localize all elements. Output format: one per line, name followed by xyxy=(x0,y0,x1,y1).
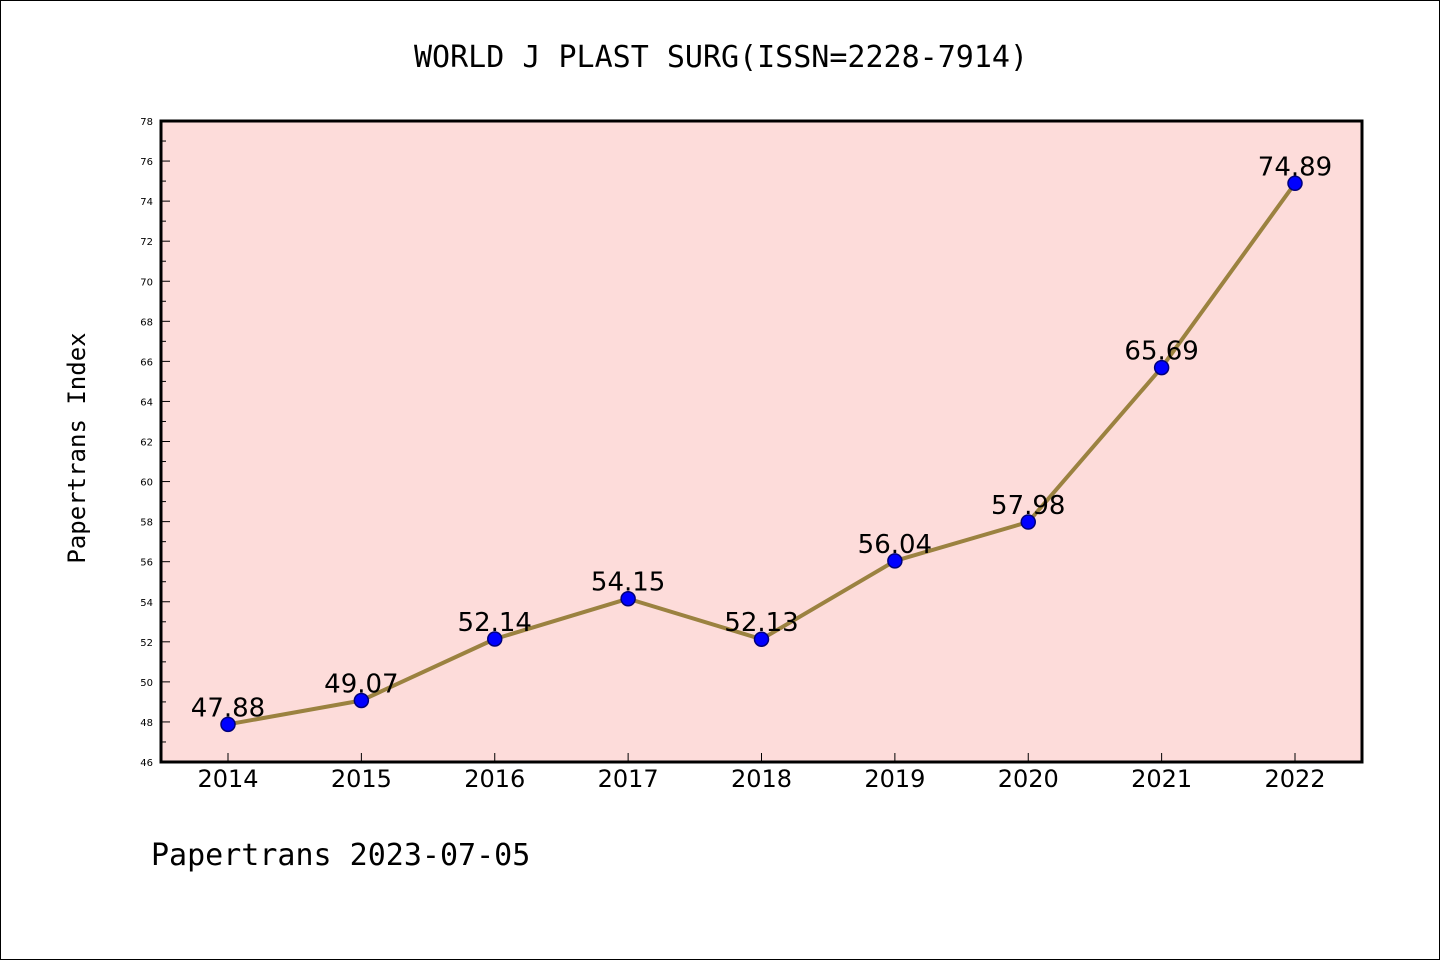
data-label: 52.14 xyxy=(458,608,532,638)
y-tick-label: 50 xyxy=(140,678,153,689)
y-tick-label: 74 xyxy=(140,197,153,208)
y-tick-label: 64 xyxy=(140,397,153,408)
y-tick-label: 70 xyxy=(140,277,153,288)
y-tick-label: 60 xyxy=(140,478,153,489)
plot-border xyxy=(159,119,1364,764)
y-tick-label: 72 xyxy=(140,237,153,248)
x-tick-label: 2017 xyxy=(598,765,659,793)
chart-title: WORLD J PLAST SURG(ISSN=2228-7914) xyxy=(414,40,1028,75)
data-label: 57.98 xyxy=(991,491,1065,521)
y-axis-label: Papertrans Index xyxy=(63,332,91,563)
y-tick-label: 68 xyxy=(140,317,153,328)
x-tick-label: 2019 xyxy=(864,765,925,793)
data-point xyxy=(353,692,370,709)
data-point xyxy=(1153,359,1170,376)
data-point xyxy=(620,590,636,607)
y-tick-label: 58 xyxy=(140,518,153,529)
data-point xyxy=(1020,514,1036,530)
y-tick-label: 78 xyxy=(140,117,153,128)
data-label: 56.04 xyxy=(858,530,932,560)
x-tick-label: 2020 xyxy=(998,765,1059,793)
x-tick-label: 2022 xyxy=(1264,765,1325,793)
y-tick-label: 54 xyxy=(140,598,153,609)
data-label: 52.13 xyxy=(724,608,798,638)
y-tick-label: 52 xyxy=(140,638,153,649)
x-tick-label: 2015 xyxy=(331,765,392,793)
data-labels: 47.88 49.07 52.14 54.15 52.13 56.04 57.98 65.69… xyxy=(191,152,1332,723)
y-tick-label: 46 xyxy=(140,758,153,769)
data-label: 47.88 xyxy=(191,693,265,723)
x-tick-label: 2014 xyxy=(197,765,258,793)
y-tick-label: 76 xyxy=(140,157,153,168)
plot-area xyxy=(161,121,1362,762)
data-label: 74.89 xyxy=(1258,152,1332,182)
y-tick-label: 48 xyxy=(140,718,153,729)
data-label: 49.07 xyxy=(324,670,398,700)
data-point xyxy=(753,631,770,647)
x-tick-label: 2021 xyxy=(1131,765,1192,793)
data-point xyxy=(887,553,903,569)
data-label: 65.69 xyxy=(1124,337,1198,367)
y-tick-label: 56 xyxy=(140,558,153,569)
footer-date: Papertrans 2023-07-05 xyxy=(151,838,530,873)
x-tick-label: 2018 xyxy=(731,765,792,793)
x-tick-label: 2016 xyxy=(464,765,525,793)
data-label: 54.15 xyxy=(591,568,665,598)
y-tick-label: 66 xyxy=(140,357,153,368)
data-point xyxy=(1287,175,1303,192)
x-axis: 2014 2015 2016 2017 2018 2019 2020 2021 2022 xyxy=(197,753,1326,793)
data-point xyxy=(487,631,503,647)
y-tick-label: 62 xyxy=(140,438,153,449)
data-markers xyxy=(220,175,1303,733)
data-point xyxy=(220,716,236,733)
